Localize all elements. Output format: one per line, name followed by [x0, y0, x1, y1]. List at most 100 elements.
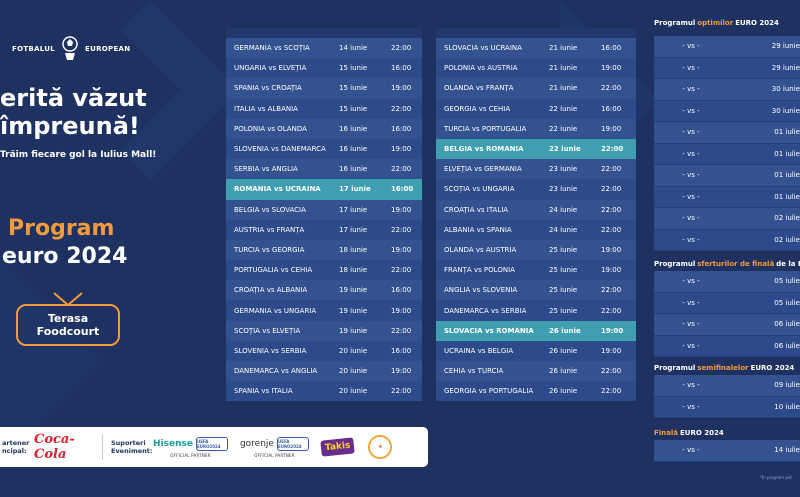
knockout-date: 01 iulie: [774, 149, 800, 158]
match-date: 16 iunie: [339, 124, 368, 133]
match-row: SLOVACIA vs UCRAINA 21 iunie 16:00: [436, 38, 636, 59]
official-partner-text: OFFICIAL PARTNER: [170, 452, 211, 458]
knockout-date: 10 iulie: [774, 402, 800, 411]
support-label-line1: Suporteri: [111, 439, 146, 447]
match-time: 22:00: [391, 326, 412, 335]
knockout-row: - vs - 06 iulie: [654, 314, 800, 336]
match-name: ALBANIA vs SPANIA: [444, 225, 512, 234]
knockout-date: 01 iulie: [774, 171, 800, 180]
knockout-row: - vs - 30 iunie: [654, 79, 800, 101]
match-date: 20 iunie: [339, 387, 368, 396]
match-row: DANEMARCA vs ANGLIA 20 iunie 19:00: [226, 361, 422, 382]
match-time: 19:00: [391, 145, 412, 154]
match-row: SLOVENIA vs DANEMARCA 16 iunie 19:00: [226, 138, 422, 160]
match-name: AUSTRIA vs FRANȚA: [234, 225, 305, 234]
match-name: SLOVENIA vs DANEMARCA: [234, 145, 326, 154]
group-right-rows: SLOVACIA vs UCRAINA 21 iunie 16:00 POLONIA …: [436, 38, 636, 402]
r16-rows: - vs - 29 iunie - vs - 29 iunie - vs - 30 iun…: [654, 36, 800, 251]
knockout-teams: - vs -: [682, 85, 700, 94]
match-time: 22:00: [601, 205, 622, 214]
match-row: ROMÂNIA vs UCRAINA 17 iunie 16:00: [226, 179, 422, 200]
knockout-date: 06 iulie: [774, 341, 800, 350]
match-row: ELVEȚIA vs GERMANIA 23 iunie 22:00: [436, 159, 636, 180]
venue-tv-badge: Terasa Foodcourt: [16, 292, 120, 348]
match-date: 26 iunie: [549, 346, 578, 355]
match-time: 16:00: [391, 185, 414, 194]
hero-title: erită văzut împreună!: [0, 84, 215, 140]
match-time: 16:00: [391, 346, 412, 355]
knockout-teams: - vs -: [682, 320, 700, 329]
match-date: 26 iunie: [549, 326, 581, 335]
sf-rows: - vs - 09 iulie - vs - 10 iulie: [654, 375, 800, 418]
takis-logo: Takis: [320, 437, 356, 457]
match-time: 19:00: [391, 306, 412, 315]
support-label-line2: Eveniment:: [111, 447, 153, 455]
principal-label-line2: ncipal:: [2, 447, 27, 455]
match-row: CROAȚIA vs ITALIA 24 iunie 22:00: [436, 199, 636, 220]
knockout-row: - vs - 29 iunie: [654, 36, 800, 58]
knockout-teams: - vs -: [682, 42, 700, 51]
match-time: 16:00: [391, 64, 412, 73]
match-date: 18 iunie: [339, 245, 368, 254]
match-name: SERBIA vs ANGLIA: [234, 165, 298, 174]
knockout-date: 29 iunie: [771, 63, 800, 72]
match-name: POLONIA vs OLANDA: [234, 124, 307, 133]
knockout-teams: - vs -: [682, 381, 700, 390]
match-time: 22:00: [601, 84, 622, 93]
match-date: 22 iunie: [549, 145, 581, 154]
match-name: UNGARIA vs ELVEȚIA: [234, 64, 307, 73]
match-row: OLANDA vs FRANȚA 21 iunie 22:00: [436, 78, 636, 99]
knockout-date: 30 iunie: [771, 85, 800, 94]
match-row: BELGIA vs SLOVACIA 17 iunie 19:00: [226, 199, 422, 220]
match-date: 26 iunie: [549, 387, 578, 396]
match-time: 19:00: [601, 326, 624, 335]
knockout-date: 05 iulie: [774, 298, 800, 307]
gorenje-wordmark: gorenje: [239, 438, 274, 449]
match-date: 19 iunie: [339, 306, 368, 315]
sponsor-bar: artener ncipal: Coca-Cola Suporteri Even…: [0, 427, 428, 467]
group-left-rows: GERMANIA vs SCOȚIA 14 iunie 22:00 UNGARIA v…: [226, 38, 422, 402]
match-row: UCRAINA vs BELGIA 26 iunie 19:00: [436, 340, 636, 361]
match-name: DANEMARCA vs ANGLIA: [234, 367, 318, 376]
knockout-date: 14 iulie: [774, 446, 800, 455]
match-name: SLOVACIA vs UCRAINA: [444, 44, 522, 53]
match-name: GEORGIA vs CEHIA: [444, 104, 511, 113]
match-date: 25 iunie: [549, 306, 578, 315]
sf-title-c: EURO 2024: [750, 364, 795, 372]
match-name: GERMANIA vs UNGARIA: [234, 306, 317, 315]
hisense-logo: Hisense UEFA EURO2024 OFFICIAL PARTNER: [153, 436, 228, 458]
knockout-row: - vs - 29 iunie: [654, 57, 800, 79]
knockout-row: - vs - 05 iulie: [654, 271, 800, 293]
program-heading: Program: [8, 216, 115, 241]
match-date: 21 iunie: [549, 64, 578, 73]
sf-title-b: semifinalelor: [697, 364, 749, 372]
r16-title-a: Programul: [654, 19, 696, 27]
match-date: 22 iunie: [549, 124, 578, 133]
knockout-row: - vs - 06 iulie: [654, 335, 800, 357]
final-title-c: EURO 2024: [680, 429, 724, 437]
match-row: CROAȚIA vs ALBANIA 19 iunie 16:00: [226, 280, 422, 301]
match-name: ANGLIA vs SLOVENIA: [444, 286, 518, 295]
match-row: AUSTRIA vs FRANȚA 17 iunie 22:00: [226, 219, 422, 240]
brand-logo: FOTBALUL EUROPEAN: [12, 36, 130, 62]
knockout-row: - vs - 02 iulie: [654, 229, 800, 251]
match-date: 17 iunie: [339, 225, 368, 234]
match-time: 19:00: [391, 367, 412, 376]
hero-title-line2: împreună!: [0, 112, 140, 140]
match-name: GEORGIA vs PORTUGALIA: [444, 387, 534, 396]
match-date: 24 iunie: [549, 205, 578, 214]
match-name: ITALIA vs ALBANIA: [234, 104, 298, 113]
match-time: 16:00: [391, 286, 412, 295]
qf-title-c: de la EU: [776, 260, 800, 268]
match-date: 22 iunie: [549, 104, 578, 113]
match-time: 22:00: [601, 225, 622, 234]
knockout-row: - vs - 01 iulie: [654, 186, 800, 208]
match-name: PORTUGALIA vs CEHIA: [234, 266, 313, 275]
match-date: 24 iunie: [549, 225, 578, 234]
match-row: GERMANIA vs SCOȚIA 14 iunie 22:00: [226, 38, 422, 59]
column-header: [436, 28, 636, 38]
match-name: CROAȚIA vs ITALIA: [444, 205, 509, 214]
knockout-schedule: Programul optimilor EURO 2024 - vs - 29 i…: [654, 16, 800, 462]
knockout-date: 02 iulie: [774, 214, 800, 223]
match-date: 17 iunie: [339, 185, 371, 194]
